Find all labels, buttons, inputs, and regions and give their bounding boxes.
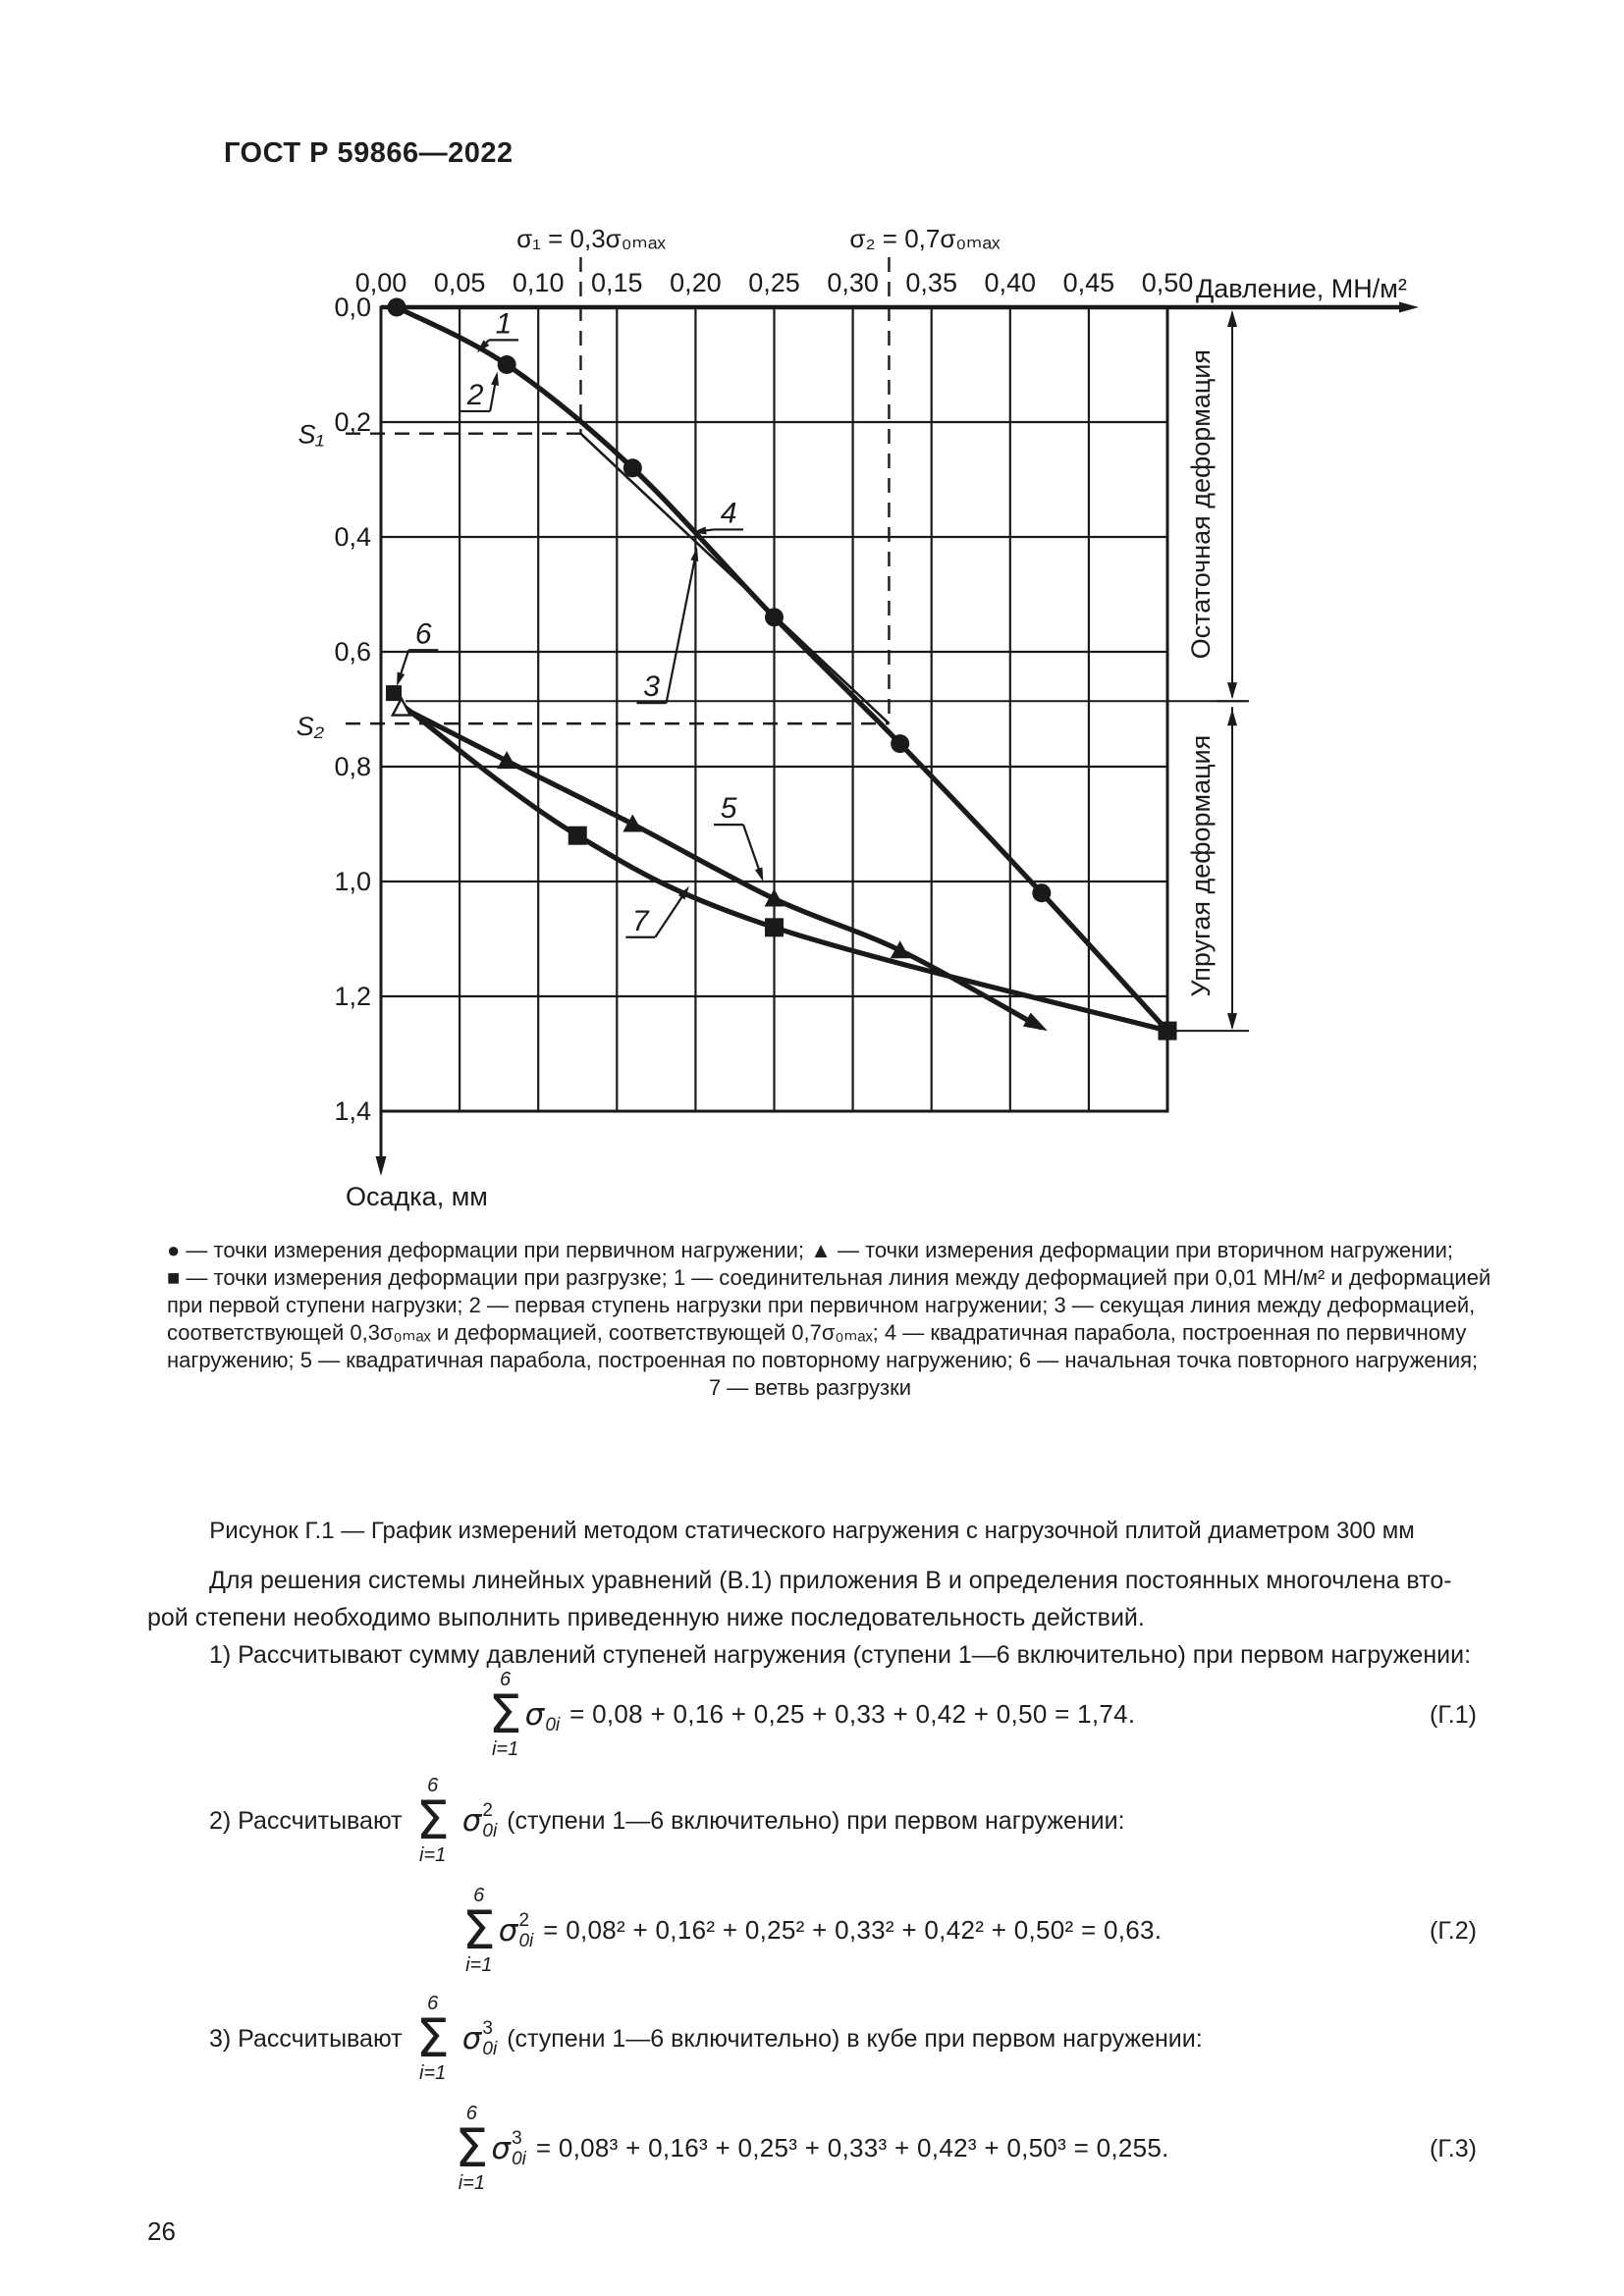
- figure-g1-chart: Остаточная деформация Упругая деформация 0…: [297, 224, 1419, 1211]
- item-suffix: (ступени 1—6 включительно) в кубе при пе…: [507, 2024, 1203, 2053]
- sigma-power: [545, 1695, 560, 1709]
- formula-expression: = 0,08³ + 0,16³ + 0,25³ + 0,33³ + 0,42³ …: [535, 2133, 1169, 2163]
- svg-text:S₂: S₂: [297, 712, 325, 741]
- sigma-subscript: 0i: [545, 1714, 561, 1735]
- svg-text:0,2: 0,2: [334, 407, 371, 437]
- sum-icon: Σ: [415, 1789, 450, 1852]
- sum-operator: 6 Σ i=1: [415, 1993, 450, 2084]
- sum-icon: Σ: [415, 2007, 450, 2070]
- svg-text:σ₂ = 0,7σ₀ₘₐₓ: σ₂ = 0,7σ₀ₘₐₓ: [849, 224, 1001, 253]
- item-prefix: 2) Рассчитывают: [209, 1806, 403, 1835]
- svg-text:σ₁ = 0,3σ₀ₘₐₓ: σ₁ = 0,3σ₀ₘₐₓ: [516, 224, 666, 253]
- svg-text:Остаточная деформация: Остаточная деформация: [1186, 349, 1216, 659]
- svg-text:Осадка, мм: Осадка, мм: [346, 1182, 488, 1211]
- formula-expression: = 0,08 + 0,16 + 0,25 + 0,33 + 0,42 + 0,5…: [569, 1699, 1136, 1730]
- settlement-pressure-chart: Остаточная деформация Упругая деформация 0…: [297, 224, 1419, 1211]
- item-suffix: (ступени 1—6 включительно) при первом на…: [507, 1806, 1125, 1835]
- svg-text:0,35: 0,35: [905, 268, 957, 297]
- page-number: 26: [147, 2216, 176, 2246]
- svg-text:0,00: 0,00: [355, 268, 407, 297]
- sigma-symbol: σ: [498, 1912, 518, 1949]
- sum-icon: Σ: [488, 1683, 522, 1746]
- svg-text:0,4: 0,4: [334, 522, 371, 552]
- sum-operator: 6 Σ i=1: [415, 1775, 450, 1866]
- legend-line: нагружению; 5 — квадратичная парабола, п…: [167, 1348, 1479, 1372]
- formula-lhs: σ 2 0i: [498, 1909, 534, 1951]
- sum-lower-limit: i=1: [491, 1737, 519, 1760]
- list-item-2: 2) Рассчитывают 6 Σ i=1 σ 2 0i (ступени 1…: [209, 1767, 1564, 1875]
- svg-text:1,4: 1,4: [334, 1096, 371, 1126]
- svg-text:4: 4: [721, 497, 737, 529]
- svg-text:0,05: 0,05: [434, 268, 486, 297]
- list-item-1: 1) Рассчитывают сумму давлений ступеней …: [209, 1641, 1472, 1669]
- legend-line: ● — точки измерения деформации при перви…: [167, 1238, 1453, 1262]
- formula-lhs: σ 3 0i: [491, 2127, 526, 2169]
- svg-text:6: 6: [415, 617, 432, 650]
- formula-lhs: σ 2 0i: [461, 1800, 498, 1842]
- sigma-symbol: σ: [461, 1803, 482, 1839]
- svg-text:S₁: S₁: [298, 420, 324, 450]
- sum-icon: Σ: [455, 2117, 489, 2180]
- svg-text:Упругая деформация: Упругая деформация: [1186, 735, 1216, 997]
- list-item-3: 3) Рассчитывают 6 Σ i=1 σ 3 0i (ступени 1…: [209, 1985, 1564, 2093]
- formula-lhs: σ 0i: [525, 1695, 560, 1735]
- legend-line: ■ — точки измерения деформации при разгр…: [167, 1265, 1491, 1290]
- svg-text:2: 2: [466, 379, 484, 411]
- standard-number-header: ГОСТ Р 59866—2022: [224, 137, 514, 169]
- svg-text:1,0: 1,0: [334, 867, 371, 896]
- sum-icon: Σ: [461, 1899, 496, 1962]
- formula-g2: 6 Σ i=1 σ 2 0i = 0,08² + 0,16² + 0,25² + …: [0, 1877, 1624, 1985]
- sum-operator: 6 Σ i=1: [489, 1670, 522, 1760]
- formula-tag: (Г.2): [1430, 1916, 1477, 1945]
- svg-text:7: 7: [632, 905, 650, 937]
- svg-text:Давление, МН/м²: Давление, МН/м²: [1196, 274, 1407, 303]
- legend-line: соответствующей 0,3σ₀ₘₐₓ и деформацией, …: [167, 1320, 1467, 1345]
- item-prefix: 3) Рассчитывают: [209, 2024, 403, 2053]
- svg-text:0,30: 0,30: [827, 268, 879, 297]
- svg-text:0,0: 0,0: [334, 293, 371, 322]
- svg-text:0,45: 0,45: [1063, 268, 1115, 297]
- formula-lhs: σ 3 0i: [461, 2018, 498, 2059]
- svg-text:1: 1: [496, 307, 513, 340]
- formula-g3: 6 Σ i=1 σ 3 0i = 0,08³ + 0,16³ + 0,25³ + …: [0, 2095, 1624, 2203]
- svg-text:0,50: 0,50: [1142, 268, 1194, 297]
- sum-operator: 6 Σ i=1: [461, 1885, 496, 1976]
- formula-expression: = 0,08² + 0,16² + 0,25² + 0,33² + 0,42² …: [543, 1915, 1163, 1946]
- svg-text:1,2: 1,2: [334, 982, 371, 1011]
- svg-text:0,6: 0,6: [334, 637, 371, 667]
- svg-text:0,8: 0,8: [334, 752, 371, 781]
- svg-text:3: 3: [643, 670, 660, 703]
- figure-legend: ● — точки измерения деформации при перви…: [167, 1237, 1491, 1402]
- svg-text:0,15: 0,15: [591, 268, 643, 297]
- sum-upper-limit: 6: [500, 1669, 512, 1691]
- sigma-symbol: σ: [491, 2130, 512, 2166]
- svg-text:0,25: 0,25: [748, 268, 800, 297]
- formula-tag: (Г.3): [1430, 2134, 1477, 2163]
- paragraph-line: рой степени необходимо выполнить приведе…: [147, 1604, 1145, 1631]
- legend-line: при первой ступени нагрузки; 2 — первая …: [167, 1293, 1476, 1317]
- formula-g1: 6 Σ i=1 σ 0i = 0,08 + 0,16 + 0,25 + 0,33…: [0, 1661, 1624, 1769]
- formula-tag: (Г.1): [1430, 1700, 1477, 1729]
- sigma-symbol: σ: [524, 1696, 545, 1733]
- svg-text:0,40: 0,40: [985, 268, 1037, 297]
- sum-operator: 6 Σ i=1: [455, 2103, 489, 2194]
- svg-text:5: 5: [721, 792, 737, 825]
- sigma-symbol: σ: [461, 2021, 482, 2056]
- legend-line: 7 — ветвь разгрузки: [708, 1375, 912, 1400]
- svg-text:0,10: 0,10: [513, 268, 565, 297]
- paragraph-line: Для решения системы линейных уравнений (…: [209, 1567, 1452, 1594]
- figure-caption: Рисунок Г.1 — График измерений методом с…: [209, 1518, 1415, 1544]
- svg-text:0,20: 0,20: [670, 268, 722, 297]
